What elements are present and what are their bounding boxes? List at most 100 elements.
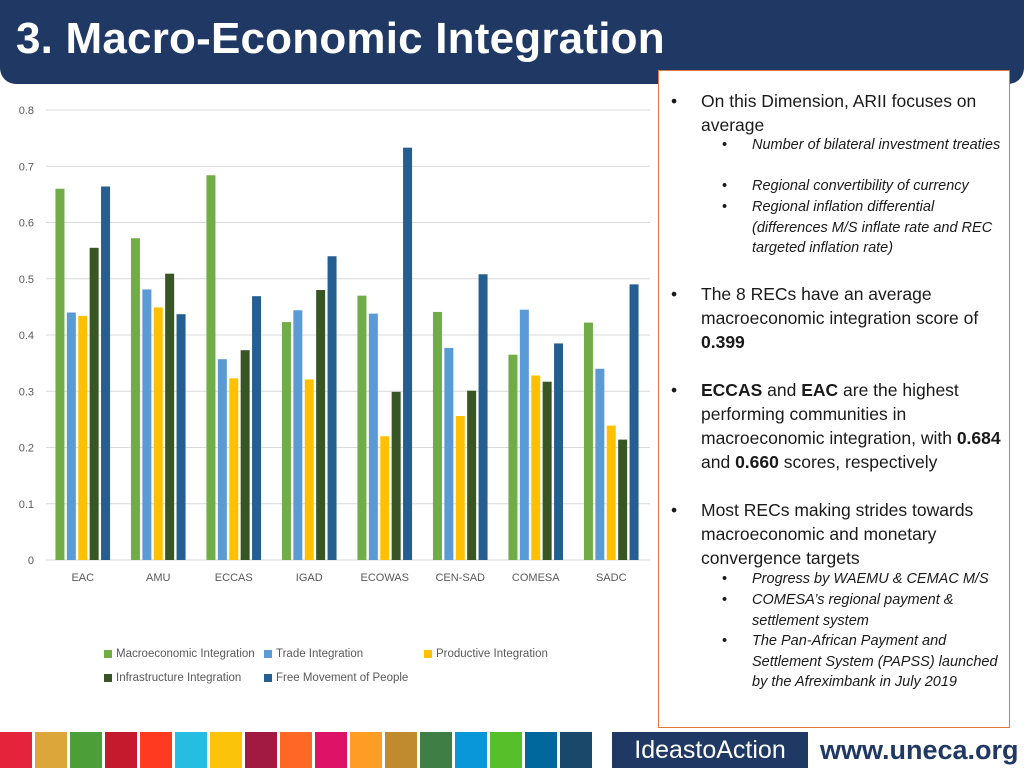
bullet-average: • The 8 RECs have an average macroeconom…: [671, 282, 1001, 354]
sub-marker: •: [722, 592, 728, 608]
bar-comesa-0: [508, 354, 518, 560]
bar-ecowas-2: [380, 436, 390, 560]
legend-label: Productive Integration: [436, 648, 548, 660]
bullet-marker: •: [671, 284, 678, 304]
y-tick-label: 0.5: [19, 274, 34, 286]
bullet-marker: •: [671, 380, 678, 400]
y-tick-label: 0: [28, 555, 34, 567]
x-tick-label: EAC: [71, 572, 94, 584]
bullet-average-text: The 8 RECs have an average macroeconomic…: [701, 284, 979, 328]
bar-eac-0: [55, 188, 65, 560]
legend-swatch: [104, 674, 112, 682]
bar-igad-1: [293, 310, 303, 560]
y-tick-label: 0.6: [19, 218, 34, 230]
bar-amu-1: [142, 289, 152, 560]
uneca-url: www.uneca.org: [820, 735, 1019, 765]
bar-eccas-2: [229, 378, 239, 560]
x-axis-ticks: EAC AMU ECCAS IGAD ECOWAS CEN-SAD COMESA SADC: [71, 572, 626, 584]
legend-item: Trade Integration: [264, 648, 363, 660]
bar-chart: 0 0.1 0.2 0.3 0.4 0.5 0.6 0.7 0.8 EAC AMU ECCAS IGA…: [19, 105, 650, 584]
chart-legend: Macroeconomic Integration Trade Integrati…: [104, 648, 624, 698]
sdg-block: [140, 732, 172, 768]
bar-cen-sad-4: [478, 274, 488, 560]
sdg-block: [210, 732, 242, 768]
legend-swatch: [104, 650, 112, 658]
sub-item-text: COMESA’s regional payment & settlement s…: [752, 592, 954, 629]
legend-label: Infrastructure Integration: [116, 672, 242, 684]
sub-item-text: The Pan-African Payment and Settlement S…: [752, 633, 998, 690]
bar-eccas-1: [217, 359, 227, 560]
legend-item: Free Movement of People: [264, 672, 408, 684]
score-eac: 0.660: [735, 452, 779, 472]
sub-item: • Regional inflation differential (diffe…: [722, 197, 997, 259]
legend-item: Macroeconomic Integration: [104, 648, 255, 660]
title-bar: 3. Macro-Economic Integration: [0, 0, 1024, 84]
bar-eac-2: [78, 315, 88, 560]
sdg-block: [105, 732, 137, 768]
rec-eac: EAC: [801, 380, 839, 400]
sdg-block: [315, 732, 347, 768]
bar-cen-sad-0: [432, 311, 442, 560]
sdg-color-strip: [0, 732, 1024, 768]
x-tick-label: AMU: [146, 572, 171, 584]
text-segment: are the highest performing communities i…: [701, 380, 959, 448]
sub-item: • Progress by WAEMU & CEMAC M/S: [722, 569, 1007, 590]
legend-label: Trade Integration: [276, 648, 364, 660]
bar-amu-3: [165, 273, 175, 560]
sub-item-text: Regional inflation differential (differe…: [752, 199, 993, 256]
sub-item-text: Number of bilateral investment treaties: [752, 137, 1001, 153]
y-tick-label: 0.3: [19, 386, 34, 398]
bar-eac-4: [101, 186, 111, 560]
x-tick-label: ECCAS: [215, 572, 253, 584]
legend-swatch: [264, 650, 272, 658]
sdg-block: [350, 732, 382, 768]
bullet-focus-text: On this Dimension, ARII focuses on avera…: [701, 91, 977, 135]
bar-eac-3: [89, 247, 99, 560]
bar-eccas-4: [252, 296, 262, 560]
bar-comesa-3: [542, 381, 552, 560]
legend-swatch: [264, 674, 272, 682]
sdg-block: [0, 732, 32, 768]
bar-sadc-1: [595, 368, 605, 560]
y-tick-label: 0.4: [19, 330, 34, 342]
bar-comesa-2: [531, 375, 541, 560]
bar-comesa-1: [519, 309, 529, 560]
bar-ecowas-4: [403, 147, 413, 560]
ideas-to-action-logo: IdeastoAction: [612, 732, 808, 768]
chart-bars: [55, 147, 639, 560]
bar-eccas-3: [240, 350, 250, 560]
score-eccas: 0.684: [956, 428, 1001, 448]
footer-brand: IdeastoAction www.uneca.org: [612, 732, 1024, 768]
sdg-block: [385, 732, 417, 768]
bar-eccas-0: [206, 175, 216, 560]
x-tick-label: ECOWAS: [361, 572, 410, 584]
bar-sadc-0: [583, 322, 593, 560]
sdg-block: [280, 732, 312, 768]
bar-cen-sad-3: [467, 390, 477, 560]
bar-ecowas-1: [368, 313, 378, 560]
sub-marker: •: [722, 199, 728, 215]
y-tick-label: 0.1: [19, 499, 34, 511]
sdg-block: [420, 732, 452, 768]
bullet-marker: •: [671, 91, 678, 111]
bar-igad-4: [327, 256, 337, 560]
bullet-marker: •: [671, 500, 678, 520]
page-title: 3. Macro-Economic Integration: [16, 14, 665, 63]
sub-marker: •: [722, 571, 728, 587]
rec-eccas: ECCAS: [701, 380, 763, 400]
legend-item: Infrastructure Integration: [104, 672, 241, 684]
y-axis-ticks: 0 0.1 0.2 0.3 0.4 0.5 0.6 0.7 0.8: [19, 105, 34, 567]
bar-sadc-2: [606, 425, 616, 560]
legend-swatch: [424, 650, 432, 658]
bullet-focus: • On this Dimension, ARII focuses on ave…: [671, 89, 1001, 137]
x-tick-label: COMESA: [512, 572, 560, 584]
sdg-block: [525, 732, 557, 768]
bullet-highest: • ECCAS and EAC are the highest performi…: [671, 378, 1001, 474]
sdg-block: [175, 732, 207, 768]
sub-item: • Regional convertibility of currency: [722, 176, 1002, 197]
average-score: 0.399: [701, 332, 745, 352]
bar-igad-2: [304, 379, 314, 560]
legend-item: Productive Integration: [424, 648, 548, 660]
sdg-block: [560, 732, 592, 768]
sub-item: • Number of bilateral investment treatie…: [722, 135, 1002, 156]
